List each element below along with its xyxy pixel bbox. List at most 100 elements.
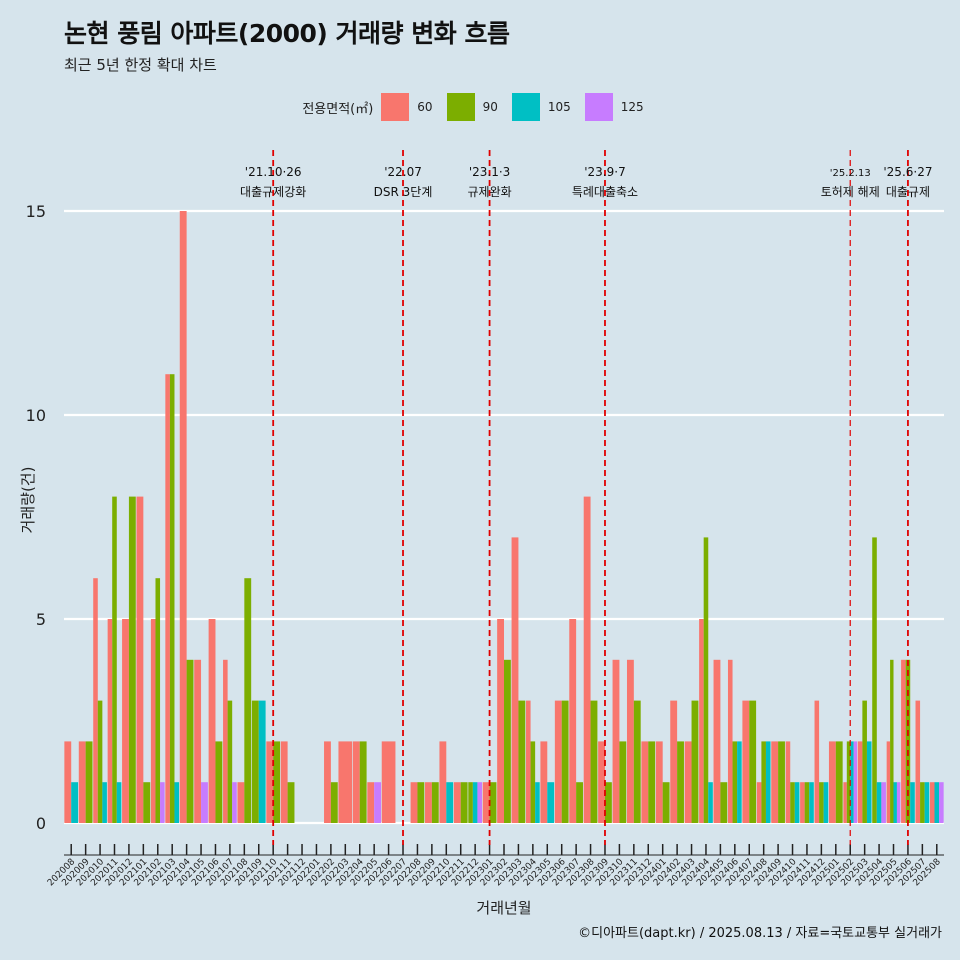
bar [338, 741, 353, 823]
bar [244, 578, 252, 823]
bar [179, 211, 187, 823]
bar [78, 741, 86, 823]
bar [251, 700, 259, 823]
bar [359, 741, 367, 823]
bar [518, 700, 526, 823]
bar [655, 741, 663, 823]
legend-swatch-125 [584, 93, 613, 121]
bar [208, 619, 216, 823]
bar [460, 782, 468, 823]
bar [648, 741, 656, 823]
bar [691, 700, 699, 823]
bar [71, 782, 79, 823]
event-label: 특례대출축소 [572, 185, 638, 199]
bar [439, 741, 447, 823]
bar [526, 700, 531, 823]
bar [612, 659, 620, 823]
bar [93, 578, 98, 823]
bar [604, 782, 612, 823]
legend-title: 전용면적(㎡) [302, 101, 374, 117]
bar [583, 496, 591, 823]
legend-item-105: 105 [511, 93, 571, 121]
bar [497, 619, 504, 823]
bar [547, 782, 555, 823]
bar [920, 782, 925, 823]
bar [881, 782, 886, 823]
bar [626, 659, 634, 823]
bar [128, 496, 136, 823]
bar [374, 782, 382, 823]
legend-label-90: 90 [482, 100, 498, 114]
bar [273, 741, 281, 823]
bar [530, 741, 536, 823]
bar [425, 782, 432, 823]
bar [489, 782, 497, 823]
event-label: 토허제 해제 [821, 185, 880, 199]
bar [670, 700, 678, 823]
event-date: '25.2.13 [830, 168, 871, 179]
bar [155, 578, 161, 823]
legend-swatch-60 [381, 93, 410, 121]
caption: ©디아파트(dapt.kr) / 2025.08.13 / 자료=국토교통부 실… [578, 926, 942, 941]
bar [924, 782, 930, 823]
legend-label-105: 105 [547, 100, 571, 114]
bar [150, 619, 156, 823]
bar [85, 741, 93, 823]
bar [287, 782, 295, 823]
bar [598, 741, 605, 823]
event-label: 대출규제 [886, 185, 930, 199]
bar [143, 782, 151, 823]
bar [561, 700, 569, 823]
bar [886, 741, 891, 823]
bar [823, 782, 829, 823]
legend-label-60: 60 [417, 100, 433, 114]
bar [64, 741, 72, 823]
event-label: 대출규제강화 [240, 185, 306, 199]
event-date: '22.07 [384, 165, 422, 179]
bar [835, 741, 843, 823]
bar [107, 619, 113, 823]
bar [804, 782, 810, 823]
bar [410, 782, 418, 823]
bar [749, 700, 757, 823]
bar [939, 782, 944, 823]
bar [97, 700, 103, 823]
y-tick-label: 15 [26, 202, 46, 221]
bar [169, 374, 175, 823]
bar [116, 782, 122, 823]
bar [794, 782, 800, 823]
bar [352, 741, 360, 823]
bar [761, 741, 766, 823]
bar [720, 782, 728, 823]
bar [258, 700, 266, 823]
bar [174, 782, 180, 823]
bar [790, 782, 795, 823]
bar [554, 700, 562, 823]
y-axis-title: 거래량(건) [19, 467, 37, 534]
bar [160, 782, 165, 823]
bar [727, 659, 733, 823]
bar [122, 619, 129, 823]
bar [186, 659, 194, 823]
bar [633, 700, 641, 823]
bar [893, 782, 897, 823]
bar [929, 782, 935, 823]
bar [742, 700, 750, 823]
bar [576, 782, 583, 823]
event-date: '21.10·26 [245, 165, 302, 179]
bar [862, 700, 867, 823]
bar [756, 782, 762, 823]
bar [112, 496, 117, 823]
bar [472, 782, 478, 823]
legend: 전용면적(㎡) 60 90 105 125 [0, 92, 960, 122]
bar [732, 741, 738, 823]
bar [866, 741, 872, 823]
bar [828, 741, 836, 823]
bar [765, 741, 771, 823]
legend-swatch-90 [446, 93, 475, 121]
bar [569, 619, 577, 823]
legend-swatch-105 [511, 93, 540, 121]
bar [809, 782, 814, 823]
bar [708, 782, 713, 823]
bar [619, 741, 627, 823]
